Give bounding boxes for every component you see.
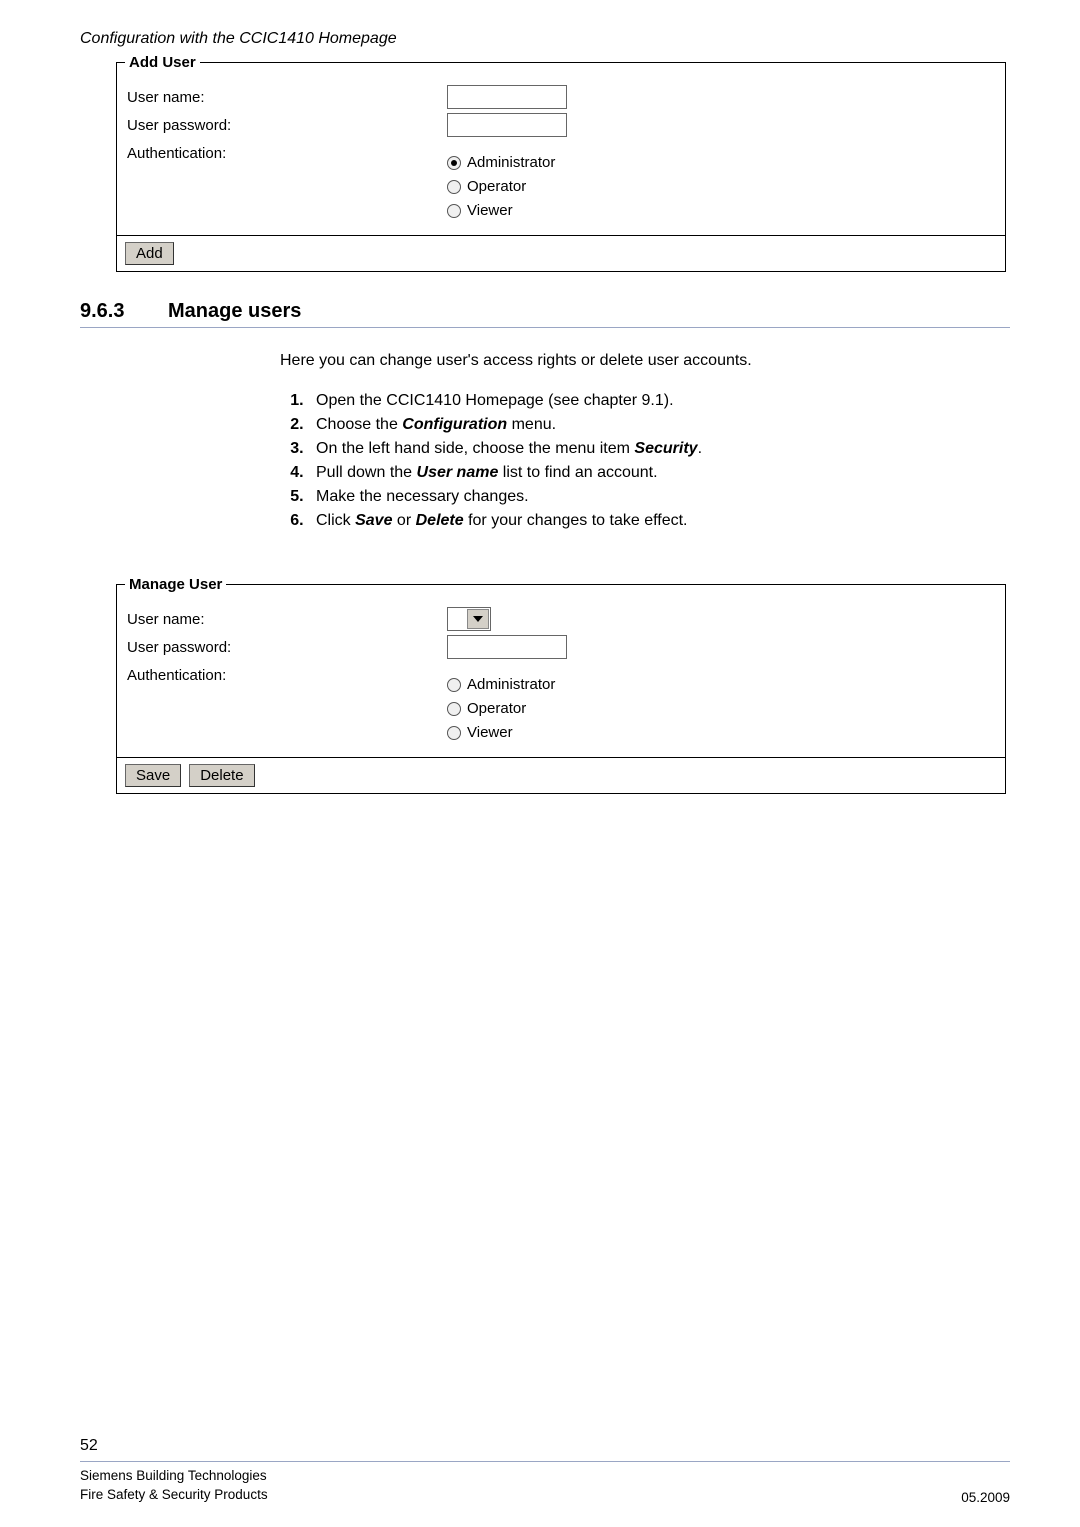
radio-administrator[interactable] [447, 156, 461, 170]
add-button[interactable]: Add [125, 242, 174, 265]
page-footer: 52 Siemens Building Technologies Fire Sa… [80, 1437, 1010, 1505]
steps-list: Open the CCIC1410 Homepage (see chapter … [280, 392, 980, 530]
step-1: Open the CCIC1410 Homepage (see chapter … [308, 392, 980, 410]
section-title: Manage users [168, 300, 301, 323]
label-authentication: Authentication: [127, 141, 447, 167]
save-button[interactable]: Save [125, 764, 181, 787]
radio-viewer-label-2: Viewer [467, 721, 513, 745]
step-3: On the left hand side, choose the menu i… [308, 440, 980, 458]
footer-line-1: Siemens Building Technologies [80, 1466, 268, 1486]
radio-operator-label-2: Operator [467, 697, 526, 721]
chevron-down-icon [467, 609, 489, 629]
radio-viewer-2[interactable] [447, 726, 461, 740]
label-password-2: User password: [127, 635, 447, 661]
radio-operator-label: Operator [467, 175, 526, 199]
password-input[interactable] [447, 113, 567, 137]
manage-user-legend: Manage User [125, 576, 226, 593]
label-username-2: User name: [127, 607, 447, 633]
radio-administrator-label-2: Administrator [467, 673, 555, 697]
radio-operator-2[interactable] [447, 702, 461, 716]
page-number: 52 [80, 1437, 1010, 1455]
section-heading: 9.6.3 Manage users [80, 300, 1010, 328]
radio-viewer-label: Viewer [467, 199, 513, 223]
label-username: User name: [127, 85, 447, 111]
radio-administrator-label: Administrator [467, 151, 555, 175]
section-number: 9.6.3 [80, 300, 140, 323]
footer-date: 05.2009 [961, 1490, 1010, 1505]
footer-line-2: Fire Safety & Security Products [80, 1485, 268, 1505]
step-6: Click Save or Delete for your changes to… [308, 512, 980, 530]
delete-button[interactable]: Delete [189, 764, 254, 787]
radio-administrator-2[interactable] [447, 678, 461, 692]
document-page: Configuration with the CCIC1410 Homepage… [0, 0, 1080, 1527]
add-user-legend: Add User [125, 54, 200, 71]
username-input[interactable] [447, 85, 567, 109]
manage-user-panel: Manage User User name: User password: Au… [116, 576, 1006, 794]
radio-viewer[interactable] [447, 204, 461, 218]
radio-operator[interactable] [447, 180, 461, 194]
step-4: Pull down the User name list to find an … [308, 464, 980, 482]
step-5: Make the necessary changes. [308, 488, 980, 506]
section-intro: Here you can change user's access rights… [280, 352, 960, 370]
label-authentication-2: Authentication: [127, 663, 447, 689]
password-input-2[interactable] [447, 635, 567, 659]
label-password: User password: [127, 113, 447, 139]
running-header: Configuration with the CCIC1410 Homepage [80, 30, 1010, 48]
add-user-panel: Add User User name: User password: Authe… [116, 54, 1006, 272]
step-2: Choose the Configuration menu. [308, 416, 980, 434]
username-dropdown[interactable] [447, 607, 491, 631]
